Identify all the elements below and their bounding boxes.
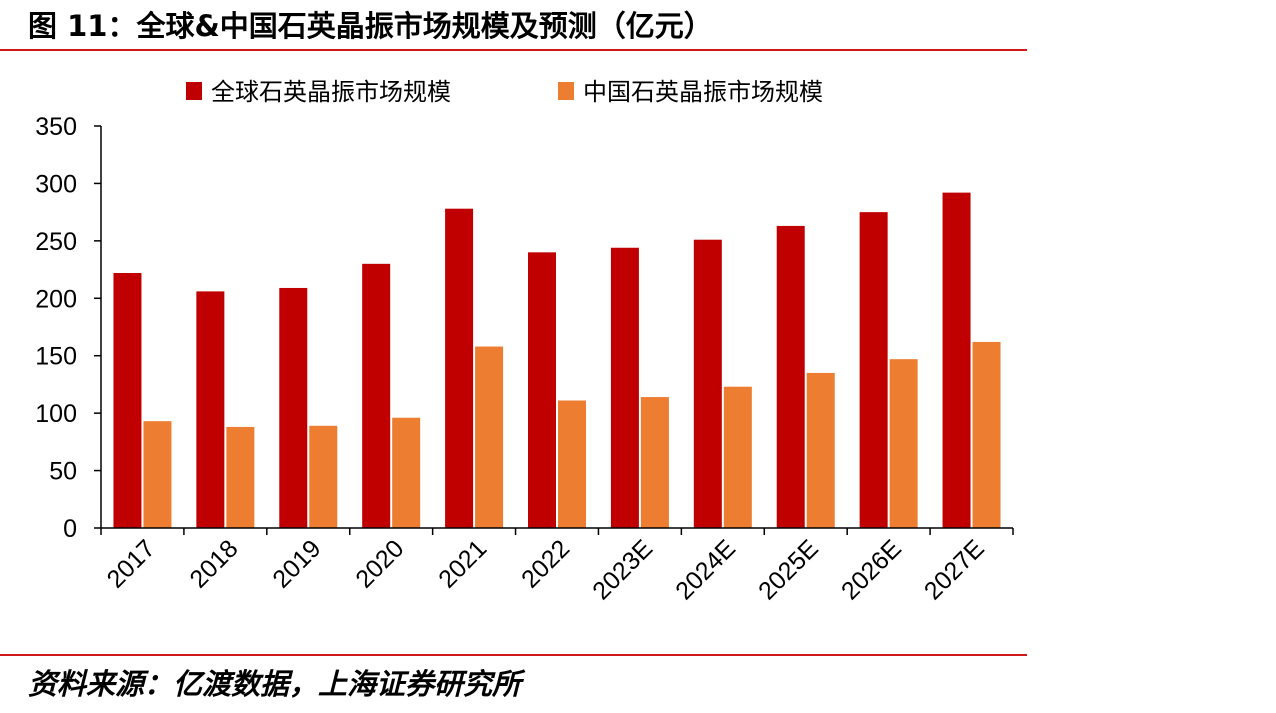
- bar-china-2024E: [723, 386, 752, 528]
- bar-global-2020: [362, 263, 391, 528]
- bar-china-2023E: [640, 397, 669, 528]
- bar-global-2017: [113, 273, 142, 528]
- bar-china-2026E: [889, 359, 918, 528]
- y-tick-label: 350: [35, 113, 77, 141]
- y-tick-label: 300: [35, 170, 77, 198]
- title-divider: [0, 49, 1027, 51]
- bar-china-2019: [309, 425, 338, 528]
- x-tick-label-2027E: 2027E: [919, 534, 990, 605]
- legend-swatch-2: [558, 82, 574, 100]
- x-tick-label-2026E: 2026E: [836, 534, 907, 605]
- bar-china-2018: [226, 426, 255, 528]
- bar-global-2026E: [859, 212, 888, 528]
- bar-china-2021: [475, 346, 504, 528]
- bar-global-2021: [445, 208, 474, 528]
- bar-global-2018: [196, 291, 225, 528]
- y-tick-label: 0: [63, 515, 77, 543]
- bar-global-2025E: [776, 225, 805, 528]
- x-tick-label-2019: 2019: [267, 534, 326, 593]
- x-tick-label-2018: 2018: [184, 534, 243, 593]
- y-tick-label: 150: [35, 343, 77, 371]
- bar-chart: 全球石英晶振市场规模 中国石英晶振市场规模 0 50 100 150 200 250 300 35…: [35, 78, 1014, 605]
- legend-label-2: 中国石英晶振市场规模: [583, 78, 823, 106]
- x-tick-label-2025E: 2025E: [753, 534, 824, 605]
- bar-china-2020: [392, 417, 421, 528]
- x-tick-label-2022: 2022: [516, 534, 575, 593]
- source-note: 资料来源：亿渡数据，上海证券研究所: [28, 667, 522, 701]
- bar-china-2022: [558, 400, 586, 528]
- y-tick-label: 200: [35, 285, 77, 313]
- y-tick-label: 50: [49, 458, 77, 486]
- legend-swatch-1: [186, 82, 202, 100]
- source-divider: [0, 654, 1027, 656]
- x-tick-label-2017: 2017: [102, 534, 161, 593]
- bar-china-2017: [143, 421, 172, 528]
- bar-china-2025E: [806, 372, 835, 528]
- bar-china-2027E: [972, 341, 1001, 528]
- bar-global-2022: [528, 252, 556, 529]
- bar-global-2019: [279, 287, 308, 528]
- x-tick-label-2020: 2020: [350, 534, 409, 593]
- page-title: 图 11：全球&中国石英晶振市场规模及预测（亿元）: [28, 9, 713, 43]
- y-tick-label: 100: [35, 400, 77, 428]
- y-tick-label: 250: [35, 228, 77, 256]
- x-tick-label-2021: 2021: [433, 534, 492, 593]
- legend-label-1: 全球石英晶振市场规模: [211, 78, 451, 106]
- bar-global-2027E: [942, 192, 971, 529]
- bar-global-2023E: [610, 247, 639, 528]
- x-tick-label-2023E: 2023E: [587, 534, 658, 605]
- bar-global-2024E: [693, 239, 722, 529]
- x-tick-label-2024E: 2024E: [670, 534, 741, 605]
